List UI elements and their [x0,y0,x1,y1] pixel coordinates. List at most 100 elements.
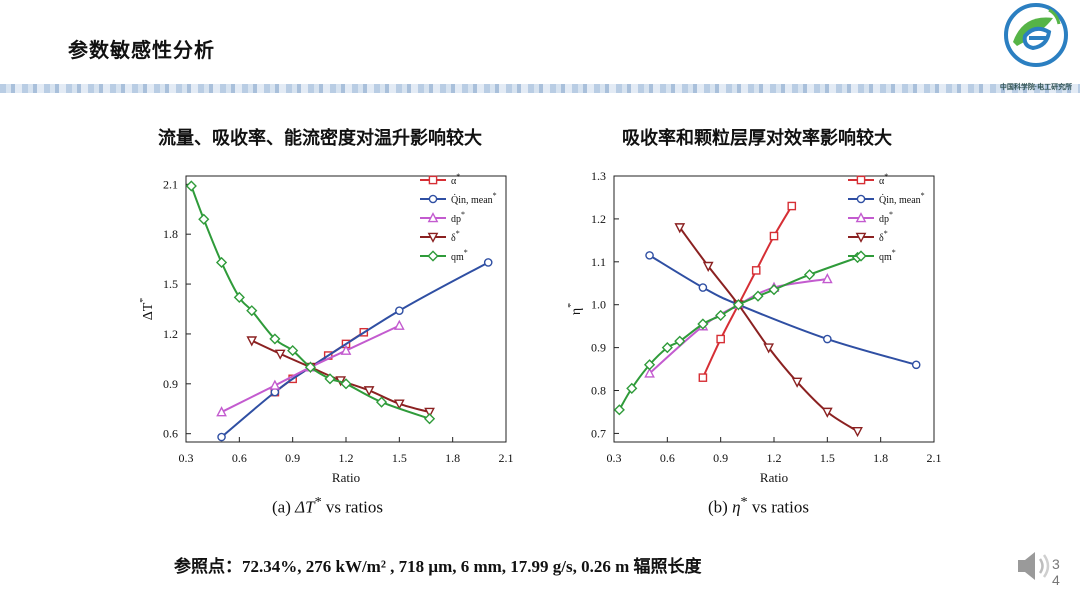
chart-b-x-tick-label: 0.6 [660,451,675,465]
chart-a-legend-label-dp: dp* [451,210,465,225]
chart-a-x-axis-label: Ratio [332,470,360,485]
chart-a-legend-marker-alpha [428,175,438,185]
chart-b-point-qm [752,290,764,302]
chart-a-y-tick-label: 1.8 [163,227,178,241]
chart-a-point-delta [363,386,375,397]
chart-a-series-delta [246,336,435,418]
chart-a-legend-marker-Q [428,194,438,204]
chart-a-x-tick-label: 1.5 [392,451,407,465]
chart-a-point-delta [424,407,435,418]
chart-a-point-dp [340,344,352,355]
chart-b-svg: 0.3 0.6 0.9 1.2 1.5 1.8 2.1 0.7 0.8 0.9 1.0 1.1 1.2 1… [566,169,942,485]
chart-b-legend-label-dp: dp* [879,210,893,225]
chart-a-point-qm [304,361,317,373]
chart-a-y-tick-label: 1.2 [163,327,178,341]
page-number-top: 3 [1052,556,1060,572]
chart-b-caption-suffix: vs ratios [747,497,809,517]
chart-a-y-tick-label: 0.6 [163,427,178,441]
chart-a-legend-marker-qm [427,250,439,262]
decorative-header-band [0,84,1080,93]
chart-b-point-qm [803,269,816,281]
chart-b-point-dp [821,273,833,284]
chart-b-legend-marker-qm [855,250,867,262]
chart-a-series-line-Q [220,261,489,438]
chart-b-point-alpha [769,231,779,241]
chart-b-legend-label-alpha: α* [879,172,888,187]
chart-a-x-tick-label: 2.1 [499,451,514,465]
chart-a-legend-label-Q: Q̇in, mean* [451,191,497,206]
chart-a-y-axis-label: ΔT* [140,298,156,321]
chart-a-point-dp [393,319,405,330]
chart-b-series-line-Q [649,254,917,366]
chart-b-point-alpha [751,266,761,275]
chart-a-legend-marker-delta [427,232,439,243]
chart-a-svg: 0.3 0.6 0.9 1.2 1.5 1.8 2.10.60.91.21.51.82.1R… [138,172,514,485]
chart-b-point-delta [702,261,714,273]
chart-b-y-tick-label: 1.1 [591,255,606,269]
chart-a-y-tick-label: 0.9 [163,377,178,391]
chart-b-legend-marker-dp [855,212,867,223]
chart-a-series-qm [185,180,436,425]
chart-b-x-tick-label: 1.5 [820,451,835,465]
chart-a-legend-marker-dp [427,212,439,223]
chart-b-series-alpha [698,201,797,382]
chart-b-legend-marker-delta [855,232,867,243]
chart-b-point-qm [661,342,673,354]
chart-a-point-qm [287,344,299,357]
chart-a-point-qm [233,291,245,303]
chart-b-y-tick-label: 0.8 [591,384,606,398]
chart-b-point-qm [715,309,727,322]
chart-b-legend-label-qm: qm* [879,248,896,263]
chart-a-x-tick-label: 0.6 [232,451,247,465]
chart-b-point-delta [852,426,863,438]
chart-b-y-tick-label: 1.2 [591,212,606,226]
chart-b-caption-symbol: η [732,497,741,517]
institute-name: 中国科学院·电工研究所 [999,84,1073,91]
chart-a-caption-suffix: vs ratios [321,497,384,517]
chart-b-point-Q [645,251,654,260]
institute-logo [1004,3,1068,67]
chart-a-point-dp [269,379,281,390]
chart-b-y-axis-label: η* [568,303,584,315]
chart-a-point-qm [324,373,336,385]
chart-a-x-tick-label: 1.8 [445,451,460,465]
chart-a-caption: (a) ΔT* vs ratios [272,494,384,517]
chart-b-point-alpha [716,334,725,344]
chart-a-x-tick-label: 1.2 [339,451,354,465]
chart-a-point-Q [483,258,493,267]
chart-b-caption-prefix: (b) [708,497,733,517]
chart-b-point-qm [697,318,709,330]
chart-a-point-qm [215,256,228,269]
page-number: 3 4 [1052,556,1060,588]
chart-b-x-axis-label: Ratio [760,470,788,485]
chart-b-point-delta [674,223,686,234]
chart-b-point-alpha [698,373,708,382]
chart-a-point-qm [198,213,210,225]
chart-b-x-tick-label: 1.2 [767,451,782,465]
chart-b-point-qm [626,382,638,394]
chart-b-point-dp [644,367,655,378]
chart-b-point-qm [643,359,656,371]
chart-b-series-line-dp [648,277,828,375]
chart-a-series-line-qm [190,185,430,420]
chart-a-caption-symbol: ΔT [295,497,315,517]
chart-a-x-tick-label: 0.3 [179,451,194,465]
chart-b-point-qm [768,284,780,296]
chart-a-y-tick-label: 2.1 [163,177,178,191]
chart-b-series-qm [613,251,864,416]
chart-a-point-qm [375,396,388,408]
chart-b-legend-label-delta: δ* [879,229,888,244]
chart-a-series-Q [217,258,493,442]
right-subtitle: 吸收率和颗粒层厚对效率影响较大 [622,128,892,148]
chart-b-caption: (b) η* vs ratios [708,494,809,517]
chart-b-point-delta [821,407,833,418]
chart-b-legend: α* Q̇in, mean* dp* δ* qm* [848,172,925,263]
page-number-bottom: 4 [1052,572,1060,588]
chart-a-point-qm [185,180,197,192]
chart-a-point-qm [340,378,352,390]
chart-a-point-qm [269,333,281,345]
chart-b-legend-label-Q: Q̇in, mean* [879,191,925,206]
speaker-icon[interactable] [1015,548,1055,584]
chart-b-x-tick-label: 1.8 [873,451,888,465]
chart-a-point-dp [216,406,227,417]
